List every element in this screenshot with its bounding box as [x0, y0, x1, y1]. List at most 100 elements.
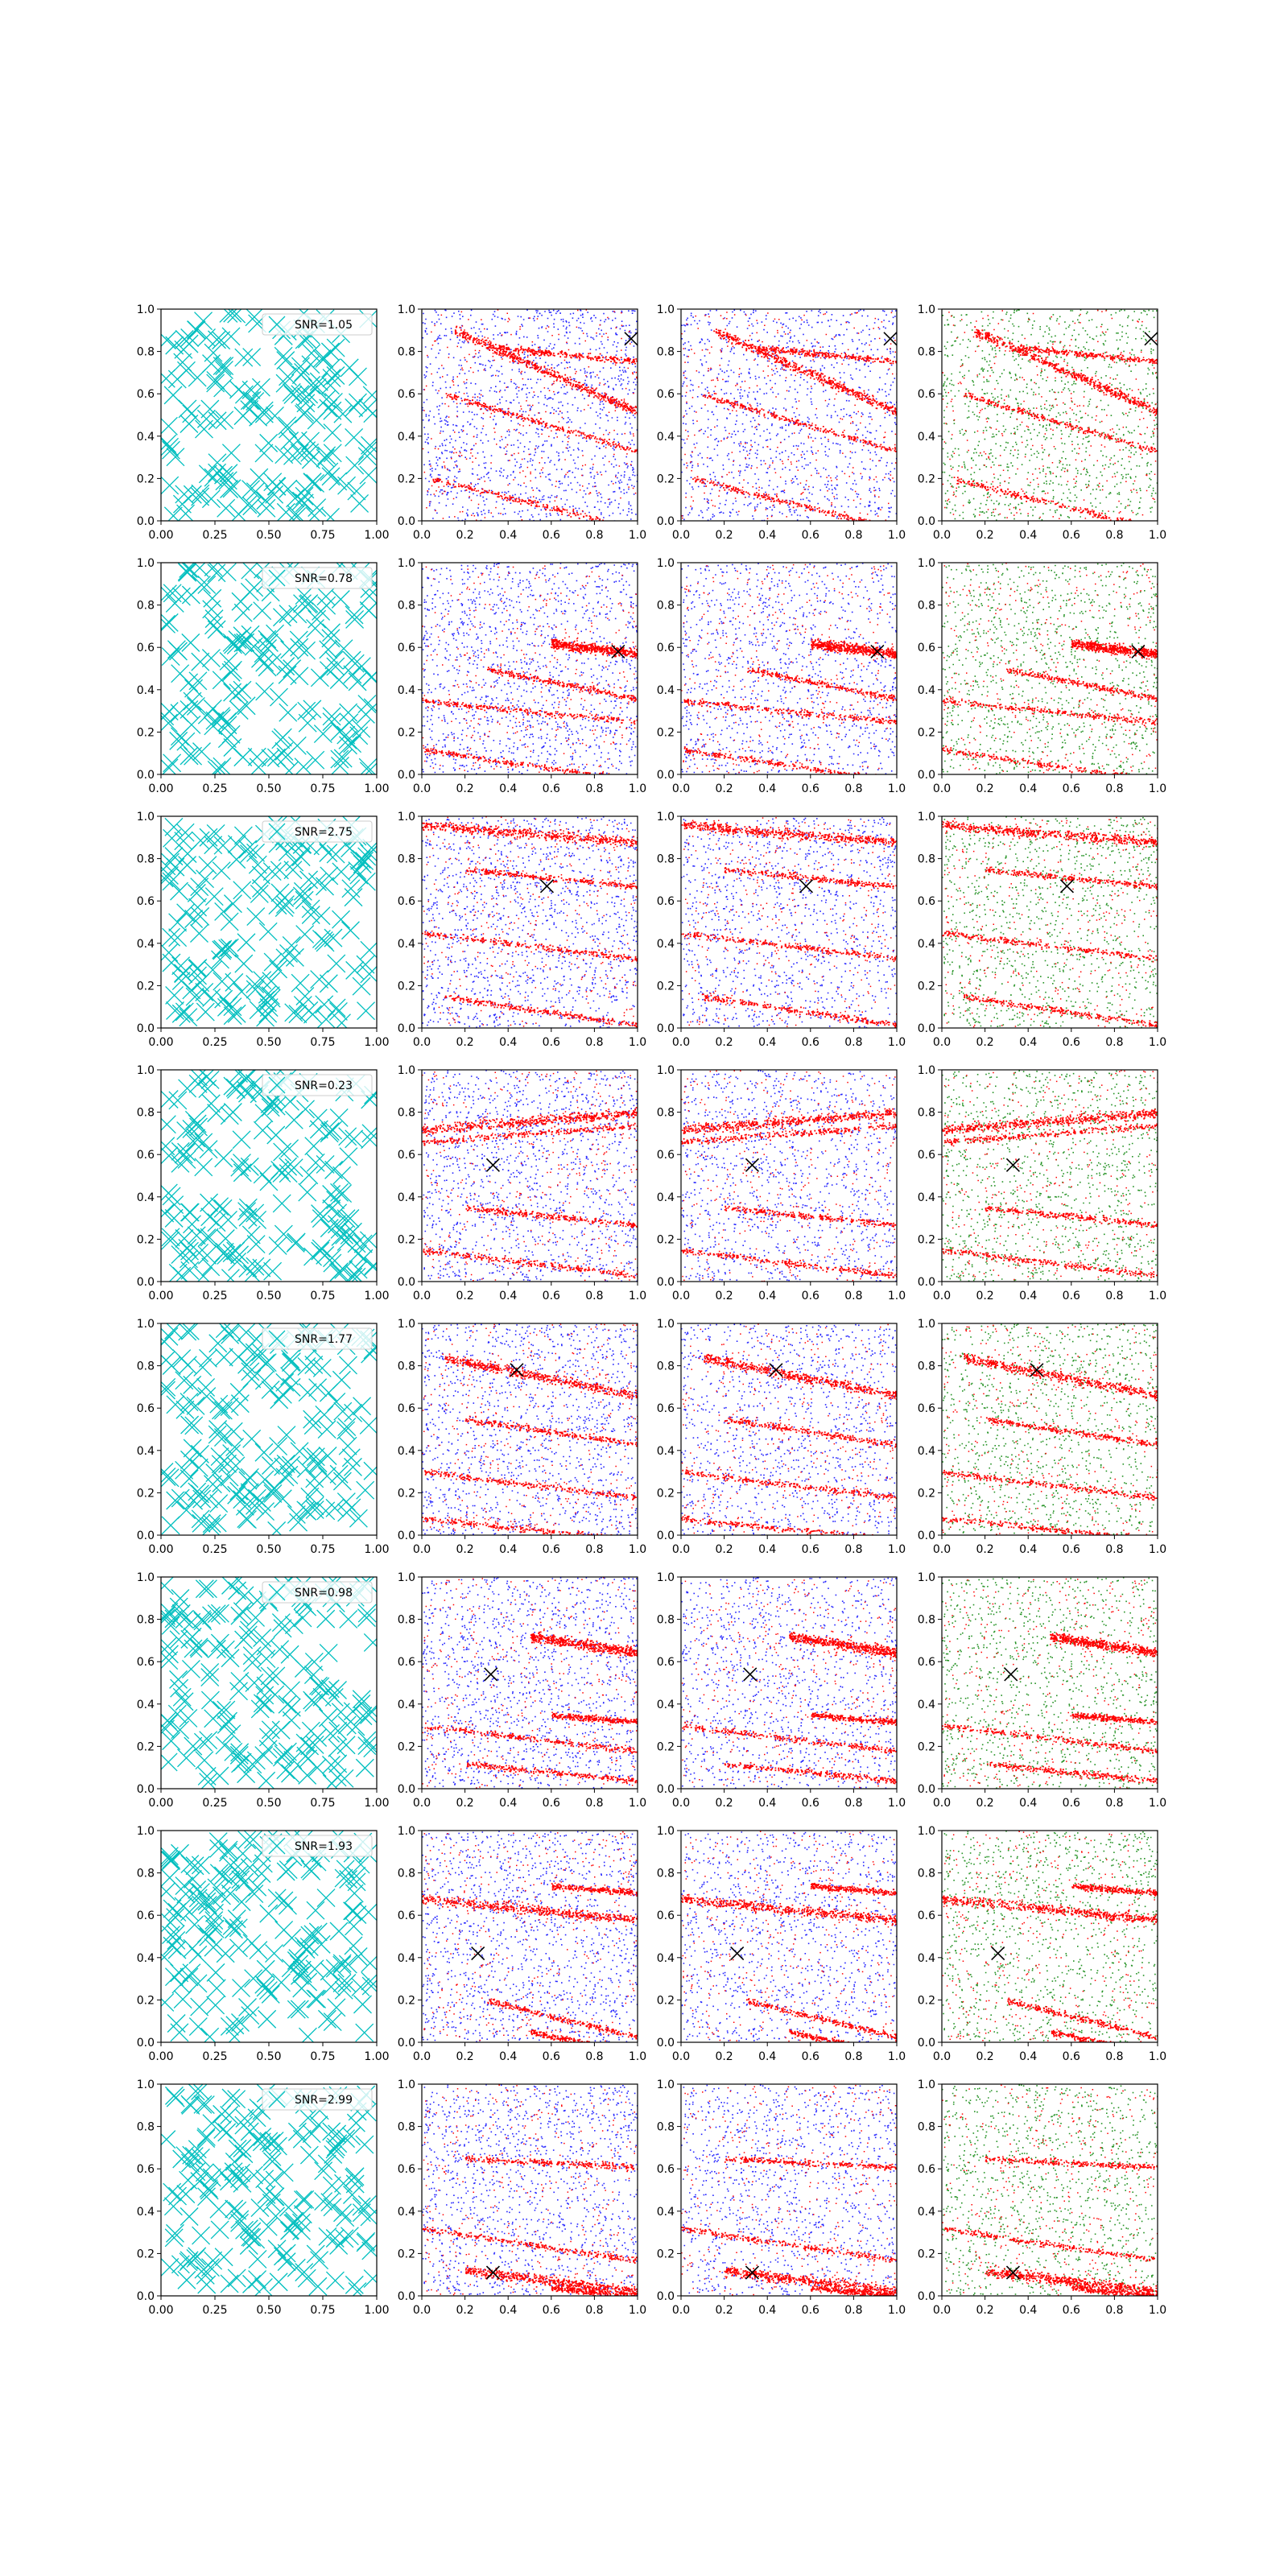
- panel-r8-c2-xtick-label: 0.0: [413, 2304, 431, 2317]
- panel-r7-c3-ytick-label: 0.8: [657, 1868, 675, 1880]
- noise-marker: [241, 1158, 258, 1175]
- noise-marker: [231, 1607, 249, 1624]
- panel-r8-c3: 0.00.20.40.60.81.00.0 0.2 0.4 0.6 0.8 1.0: [657, 2079, 906, 2317]
- noise-marker: [272, 1614, 290, 1632]
- noise-marker: [198, 1893, 216, 1910]
- noise-marker: [281, 1140, 299, 1158]
- noise-marker: [202, 1095, 220, 1113]
- noise-marker: [333, 1166, 351, 1184]
- noise-marker: [220, 1841, 237, 1859]
- panel-r5-c4-ytick-label: 0.6: [918, 1402, 935, 1415]
- noise-marker: [187, 321, 204, 339]
- noise-marker: [316, 1155, 334, 1173]
- noise-marker: [163, 1851, 180, 1868]
- panel-r3-c4-xtick-label: 0.8: [1105, 1036, 1123, 1049]
- noise-marker: [352, 1978, 369, 1996]
- noise-marker: [352, 1856, 369, 1873]
- noise-marker: [254, 1166, 271, 1183]
- noise-marker: [345, 398, 363, 416]
- panel-r6-c1-ytick-label: 1.0: [137, 1571, 155, 1584]
- panel-r6-c1-ytick-label: 0.4: [137, 1699, 155, 1711]
- noise-marker: [254, 2278, 272, 2296]
- noise-marker: [234, 827, 252, 844]
- point-cloud: [942, 1323, 1159, 1536]
- source-marker: [625, 332, 638, 345]
- panel-r5-c1-xtick-label: 0.00: [148, 1543, 173, 1556]
- panel-r3-c4-ytick-label: 0.4: [918, 938, 935, 951]
- noise-marker: [361, 1131, 379, 1149]
- noise-marker: [322, 1978, 340, 1996]
- noise-marker: [229, 2140, 246, 2157]
- noise-marker: [158, 1381, 175, 1399]
- noise-marker: [285, 1616, 303, 1634]
- panel-r5-c3-ytick-label: 0.0: [657, 1530, 675, 1542]
- point-cloud: [942, 2085, 1159, 2297]
- panel-r6-c4-xtick-label: 0.2: [976, 1797, 993, 1810]
- panel-r7-c3-xtick-label: 1.0: [888, 2050, 906, 2063]
- background-points: [422, 563, 638, 775]
- noise-marker: [237, 1323, 255, 1341]
- noise-marker: [190, 1118, 208, 1136]
- panel-r2-c3-xtick-label: 0.4: [758, 782, 776, 795]
- panel-r2-c3-xtick-label: 0.8: [844, 782, 862, 795]
- noise-marker: [331, 723, 349, 741]
- noise-marker: [345, 2169, 363, 2186]
- signal-points: [942, 563, 1159, 775]
- noise-marker: [171, 1721, 189, 1739]
- noise-marker: [221, 1269, 239, 1287]
- noise-marker: [243, 1265, 261, 1283]
- noise-marker: [253, 1259, 270, 1277]
- noise-marker: [221, 913, 238, 931]
- background-points: [422, 1831, 638, 2044]
- panel-r7-c4: 0.00.20.40.60.81.00.0 0.2 0.4 0.6 0.8 1.0: [918, 1825, 1166, 2063]
- panel-r3-c2-ytick-label: 0.2: [398, 980, 415, 993]
- panel-r7-c1-ytick-label: 0.2: [137, 1994, 155, 2007]
- noise-marker: [292, 492, 310, 510]
- panel-r7-c2-xtick-label: 0.6: [543, 2050, 560, 2063]
- noise-marker: [332, 863, 350, 881]
- noise-marker: [285, 2214, 303, 2231]
- panel-r2-c4-ytick-label: 0.8: [918, 600, 935, 613]
- noise-marker: [185, 2148, 203, 2165]
- noise-marker: [275, 2164, 293, 2182]
- noise-marker: [266, 1945, 283, 1963]
- panel-r2-c4-ytick-label: 0.6: [918, 642, 935, 654]
- panel-r3-c4-xtick-label: 0.2: [976, 1036, 993, 1049]
- noise-marker: [220, 652, 237, 670]
- noise-marker: [165, 2087, 183, 2104]
- panel-r4-c3-xtick-label: 0.6: [802, 1290, 819, 1302]
- noise-marker: [190, 925, 208, 943]
- noise-marker: [239, 1259, 257, 1277]
- panel-r2-c1-xtick-label: 0.00: [148, 782, 173, 795]
- panel-r2-c2-xtick-label: 0.2: [456, 782, 473, 795]
- panel-r1-c2-xtick-label: 0.0: [413, 529, 431, 542]
- panel-r6-c4-ytick-label: 0.8: [918, 1614, 935, 1627]
- noise-marker: [231, 2214, 249, 2231]
- noise-marker: [361, 587, 378, 605]
- panel-r2-c4-xtick-label: 0.8: [1105, 782, 1123, 795]
- noise-marker: [242, 561, 259, 579]
- panel-r3-c1-ytick-label: 0.8: [137, 853, 155, 866]
- panel-r3-c3-ytick-label: 0.8: [657, 853, 675, 866]
- panel-r8-c4-ytick-label: 0.2: [918, 2248, 935, 2260]
- noise-marker: [234, 1845, 252, 1863]
- point-cloud: [422, 1831, 639, 2044]
- panel-r1-c3-ytick-label: 0.2: [657, 473, 675, 485]
- noise-marker: [258, 1772, 275, 1790]
- noise-marker: [364, 405, 382, 423]
- panel-r1-c2-ytick-label: 1.0: [398, 303, 415, 316]
- noise-marker: [324, 2013, 341, 2031]
- noise-marker: [291, 974, 309, 992]
- noise-marker: [193, 743, 211, 761]
- background-points: [681, 1577, 898, 1790]
- noise-marker: [228, 1910, 246, 1928]
- panel-r1-c3-xtick-label: 0.2: [715, 529, 733, 542]
- noise-marker: [304, 1926, 322, 1943]
- panel-r3-c1-ytick-label: 0.4: [137, 938, 155, 951]
- noise-marker: [257, 492, 275, 510]
- noise-marker: [175, 1003, 193, 1021]
- panel-r5-c2-xtick-label: 0.8: [585, 1543, 603, 1556]
- panel-r4-c1-xtick-label: 0.25: [202, 1290, 227, 1302]
- noise-marker: [237, 1765, 255, 1783]
- panel-r8-c1-ytick-label: 0.6: [137, 2163, 155, 2176]
